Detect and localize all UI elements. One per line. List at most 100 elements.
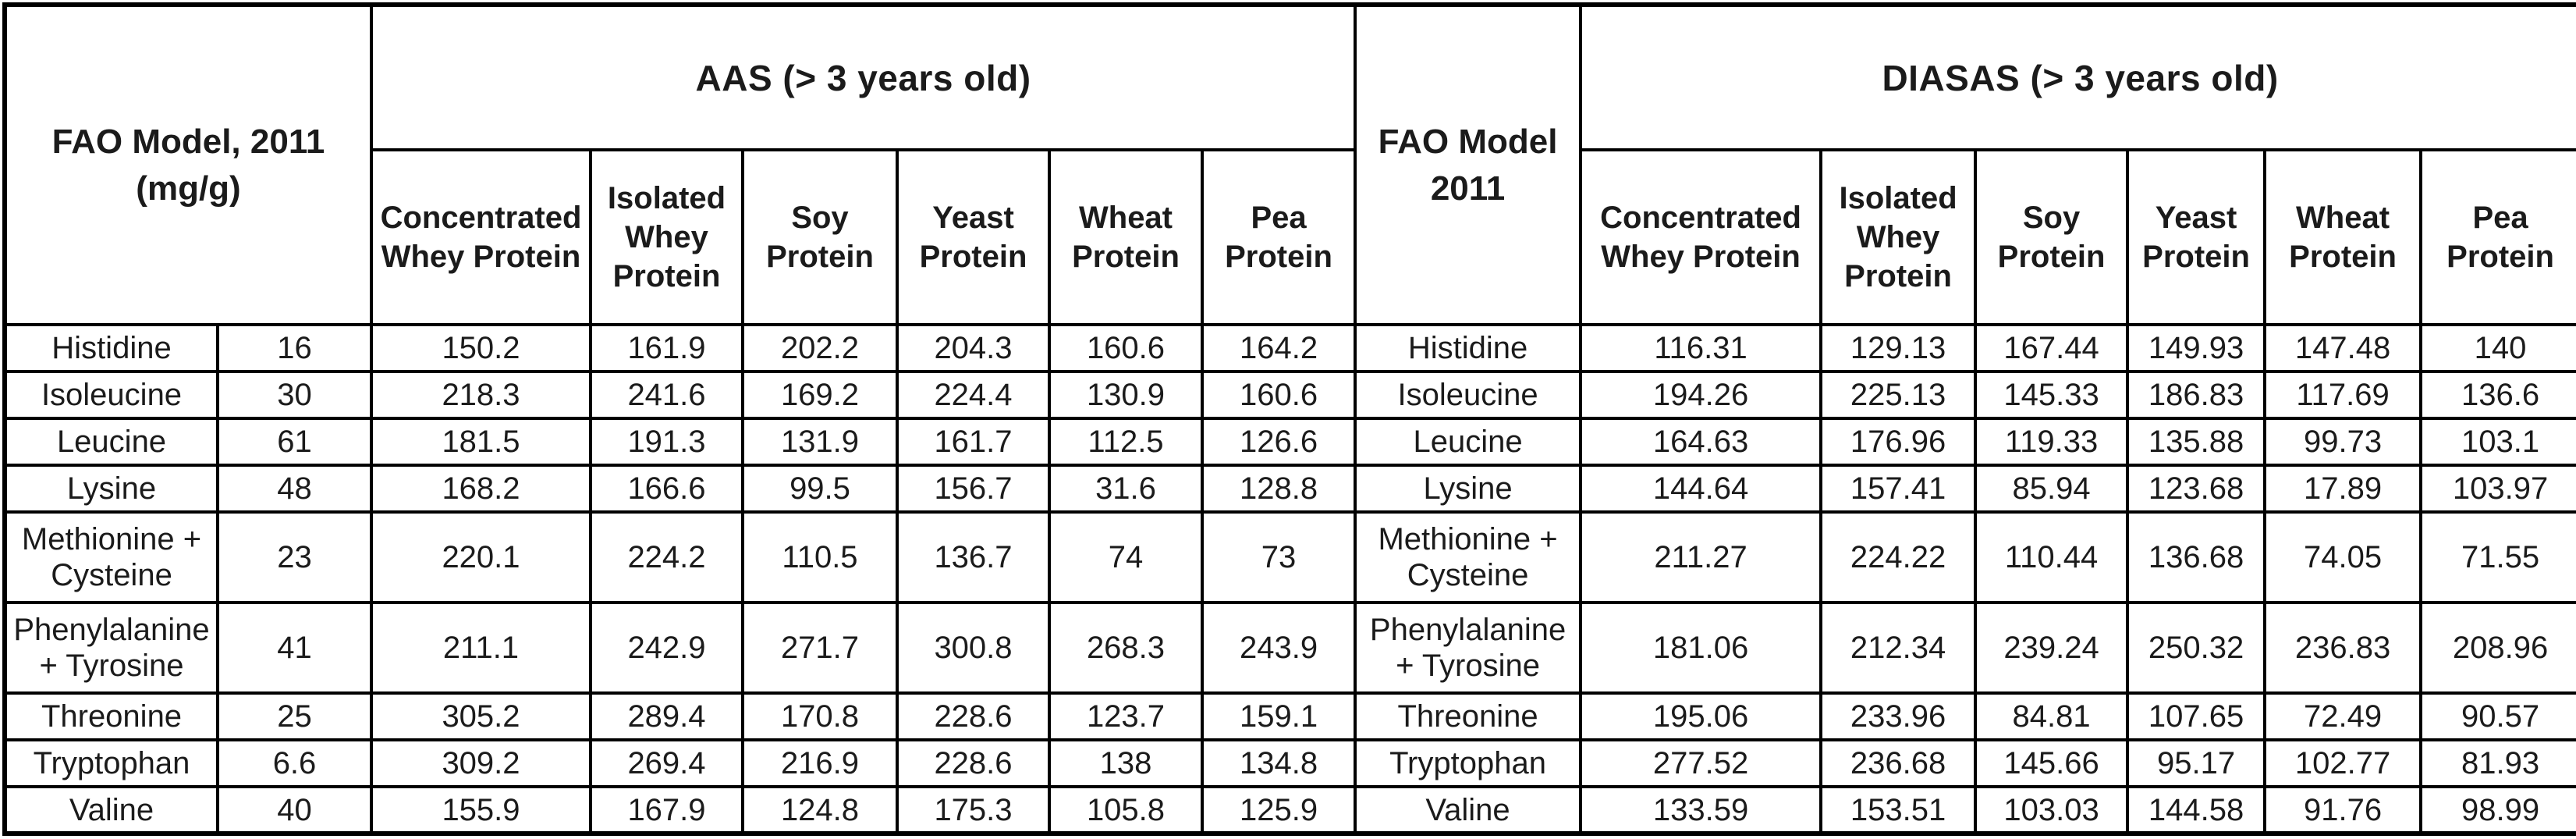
fao-model-left-header: FAO Model, 2011 (mg/g) <box>3 3 373 326</box>
diasas-value-cell: 91.76 <box>2263 785 2423 835</box>
aas-value-cell: 309.2 <box>370 738 592 788</box>
table-row: Lysine 48 168.2 166.6 99.5 156.7 31.6 128.8 Lysi… <box>3 464 2576 514</box>
aas-value-cell: 74 <box>1048 510 1204 604</box>
aas-value-cell: 130.9 <box>1048 370 1204 420</box>
aas-value-cell: 99.5 <box>741 464 899 514</box>
amino-acid-cell: Valine <box>3 785 219 835</box>
aas-value-cell: 128.8 <box>1200 464 1357 514</box>
aas-value-cell: 218.3 <box>370 370 592 420</box>
diasas-value-cell: 117.69 <box>2263 370 2423 420</box>
mid-amino-acid-cell: Isoleucine <box>1354 370 1583 420</box>
aas-value-cell: 156.7 <box>896 464 1051 514</box>
diasas-value-cell: 195.06 <box>1579 691 1823 741</box>
aas-value-cell: 175.3 <box>896 785 1051 835</box>
aas-col-wheat: Wheat Protein <box>1048 148 1204 326</box>
aas-value-cell: 125.9 <box>1200 785 1357 835</box>
table-body: Histidine 16 150.2 161.9 202.2 204.3 160.6 164.… <box>3 323 2576 835</box>
aas-value-cell: 241.6 <box>589 370 744 420</box>
diasas-col-soy: Soy Protein <box>1974 148 2130 326</box>
fao-value-cell: 48 <box>216 464 373 514</box>
aas-value-cell: 228.6 <box>896 691 1051 741</box>
aas-value-cell: 169.2 <box>741 370 899 420</box>
mid-amino-acid-cell: Methionine + Cysteine <box>1354 510 1583 604</box>
diasas-group-header: DIASAS (> 3 years old) <box>1579 3 2576 151</box>
diasas-col-isolated-whey: Isolated Whey Protein <box>1819 148 1978 326</box>
diasas-value-cell: 250.32 <box>2126 601 2267 695</box>
aas-value-cell: 112.5 <box>1048 417 1204 467</box>
aas-col-concentrated-whey: Concentrated Whey Protein <box>370 148 592 326</box>
diasas-value-cell: 164.63 <box>1579 417 1823 467</box>
diasas-value-cell: 136.68 <box>2126 510 2267 604</box>
amino-acid-cell: Threonine <box>3 691 219 741</box>
aas-group-header: AAS (> 3 years old) <box>369 3 1357 151</box>
diasas-value-cell: 72.49 <box>2263 691 2423 741</box>
mid-amino-acid-cell: Threonine <box>1354 691 1583 741</box>
fao-value-cell: 16 <box>216 323 373 373</box>
aas-value-cell: 168.2 <box>370 464 592 514</box>
aas-value-cell: 211.1 <box>370 601 592 695</box>
aas-value-cell: 150.2 <box>370 323 592 373</box>
diasas-value-cell: 144.58 <box>2126 785 2267 835</box>
table-row: Phenylalanine + Tyrosine 41 211.1 242.9 271.… <box>3 601 2576 695</box>
table-row: Isoleucine 30 218.3 241.6 169.2 224.4 130.9 160… <box>3 370 2576 420</box>
fao-value-cell: 6.6 <box>216 738 373 788</box>
diasas-col-pea: Pea Protein <box>2419 148 2576 326</box>
diasas-value-cell: 102.77 <box>2263 738 2423 788</box>
diasas-col-wheat: Wheat Protein <box>2263 148 2423 326</box>
aas-value-cell: 31.6 <box>1048 464 1204 514</box>
diasas-value-cell: 208.96 <box>2419 601 2576 695</box>
aas-value-cell: 164.2 <box>1200 323 1357 373</box>
diasas-value-cell: 17.89 <box>2263 464 2423 514</box>
diasas-value-cell: 98.99 <box>2419 785 2576 835</box>
aas-value-cell: 202.2 <box>741 323 899 373</box>
diasas-col-concentrated-whey: Concentrated Whey Protein <box>1579 148 1823 326</box>
diasas-value-cell: 181.06 <box>1579 601 1823 695</box>
mid-amino-acid-cell: Histidine <box>1354 323 1583 373</box>
mid-amino-acid-cell: Leucine <box>1354 417 1583 467</box>
diasas-value-cell: 211.27 <box>1579 510 1823 604</box>
diasas-value-cell: 103.97 <box>2419 464 2576 514</box>
table-row: Threonine 25 305.2 289.4 170.8 228.6 123.7 159.… <box>3 691 2576 741</box>
diasas-value-cell: 103.1 <box>2419 417 2576 467</box>
aas-value-cell: 73 <box>1200 510 1357 604</box>
fao-value-cell: 25 <box>216 691 373 741</box>
diasas-value-cell: 133.59 <box>1579 785 1823 835</box>
aas-value-cell: 131.9 <box>741 417 899 467</box>
aas-col-isolated-whey: Isolated Whey Protein <box>589 148 744 326</box>
aas-col-yeast: Yeast Protein <box>896 148 1051 326</box>
diasas-value-cell: 103.03 <box>1974 785 2130 835</box>
aas-value-cell: 224.2 <box>589 510 744 604</box>
diasas-value-cell: 135.88 <box>2126 417 2267 467</box>
diasas-value-cell: 107.65 <box>2126 691 2267 741</box>
fao-value-cell: 23 <box>216 510 373 604</box>
fao-value-cell: 40 <box>216 785 373 835</box>
mid-amino-acid-cell: Valine <box>1354 785 1583 835</box>
diasas-value-cell: 157.41 <box>1819 464 1978 514</box>
mid-amino-acid-cell: Lysine <box>1354 464 1583 514</box>
diasas-value-cell: 129.13 <box>1819 323 1978 373</box>
diasas-value-cell: 71.55 <box>2419 510 2576 604</box>
table-row: Histidine 16 150.2 161.9 202.2 204.3 160.6 164.… <box>3 323 2576 373</box>
diasas-value-cell: 85.94 <box>1974 464 2130 514</box>
aas-value-cell: 228.6 <box>896 738 1051 788</box>
aas-value-cell: 160.6 <box>1048 323 1204 373</box>
aas-value-cell: 138 <box>1048 738 1204 788</box>
aas-value-cell: 271.7 <box>741 601 899 695</box>
diasas-value-cell: 140 <box>2419 323 2576 373</box>
aas-value-cell: 204.3 <box>896 323 1051 373</box>
table-row: Methionine + Cysteine 23 220.1 224.2 110.5 13… <box>3 510 2576 604</box>
aas-value-cell: 161.7 <box>896 417 1051 467</box>
amino-acid-cell: Leucine <box>3 417 219 467</box>
diasas-value-cell: 149.93 <box>2126 323 2267 373</box>
diasas-value-cell: 224.22 <box>1819 510 1978 604</box>
diasas-value-cell: 116.31 <box>1579 323 1823 373</box>
aas-value-cell: 220.1 <box>370 510 592 604</box>
aas-value-cell: 216.9 <box>741 738 899 788</box>
diasas-value-cell: 145.66 <box>1974 738 2130 788</box>
amino-acid-cell: Tryptophan <box>3 738 219 788</box>
aas-value-cell: 161.9 <box>589 323 744 373</box>
aas-value-cell: 300.8 <box>896 601 1051 695</box>
diasas-value-cell: 119.33 <box>1974 417 2130 467</box>
